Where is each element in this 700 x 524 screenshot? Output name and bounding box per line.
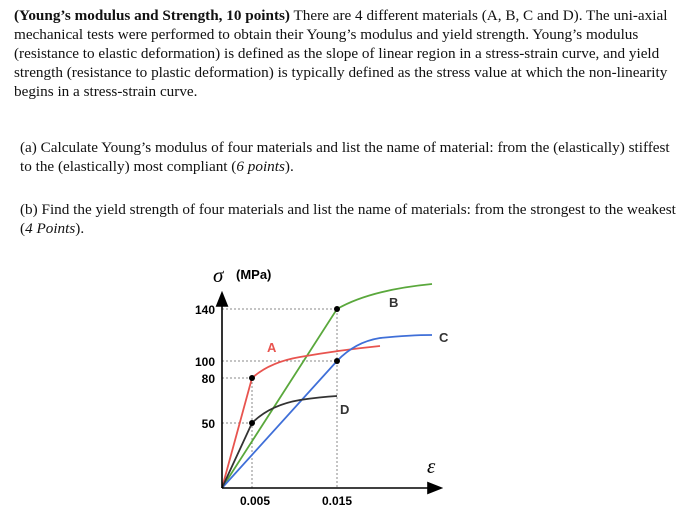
curve-d [221, 395, 338, 489]
x-axis-symbol: ε [427, 454, 436, 478]
part-b-close: ). [75, 220, 85, 237]
curve-b [221, 283, 433, 489]
curve-c [221, 334, 433, 489]
series-label-a: A [267, 340, 277, 355]
series-label-b: B [389, 295, 398, 310]
x-tick-0005: 0.005 [240, 494, 270, 508]
yield-point-b [334, 306, 340, 312]
y-tick-140: 140 [195, 303, 215, 317]
series-label-d: D [340, 402, 349, 417]
problem-intro: There are 4 different materials (A, B, C… [14, 7, 668, 100]
curve-a [221, 345, 381, 489]
y-axis-symbol: σ [213, 263, 225, 287]
part-b-text: (b) Find the yield strength of four mate… [20, 201, 676, 237]
part-b-points: 4 Points [25, 220, 76, 237]
y-tick-80: 80 [202, 372, 216, 386]
y-tick-100: 100 [195, 355, 215, 369]
yield-point-c [334, 358, 340, 364]
series-label-c: C [439, 330, 449, 345]
part-a-points: 6 points [236, 158, 285, 175]
part-a-text: (a) Calculate Young’s modulus of four ma… [20, 139, 670, 175]
problem-title: (Young’s modulus and Strength, 10 points… [14, 7, 290, 24]
y-tick-50: 50 [202, 417, 216, 431]
yield-point-a [249, 375, 255, 381]
part-a-question: (a) Calculate Young’s modulus of four ma… [20, 138, 680, 176]
x-tick-0015: 0.015 [322, 494, 352, 508]
problem-statement: (Young’s modulus and Strength, 10 points… [14, 6, 690, 101]
y-axis-unit: (MPa) [236, 267, 271, 282]
yield-point-d [249, 420, 255, 426]
part-b-question: (b) Find the yield strength of four mate… [20, 200, 680, 238]
reference-lines [222, 308, 338, 488]
part-a-close: ). [284, 158, 294, 175]
